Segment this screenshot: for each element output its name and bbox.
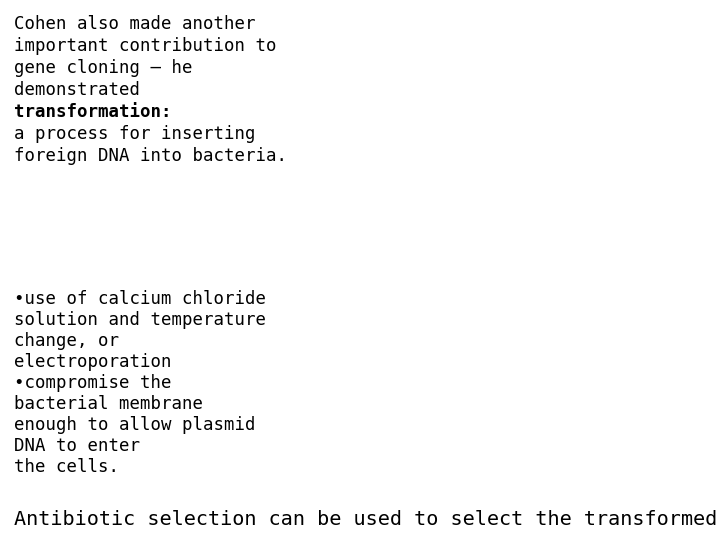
Text: demonstrated: demonstrated [14, 81, 140, 99]
Text: DNA to enter: DNA to enter [14, 437, 140, 455]
Text: Cohen also made another: Cohen also made another [14, 15, 256, 33]
Text: foreign DNA into bacteria.: foreign DNA into bacteria. [14, 147, 287, 165]
Text: solution and temperature: solution and temperature [14, 311, 266, 329]
Text: the cells.: the cells. [14, 458, 119, 476]
Text: important contribution to: important contribution to [14, 37, 276, 55]
Text: •use of calcium chloride: •use of calcium chloride [14, 290, 266, 308]
Text: bacterial membrane: bacterial membrane [14, 395, 203, 413]
Text: a process for inserting: a process for inserting [14, 125, 256, 143]
Text: •compromise the: •compromise the [14, 374, 171, 392]
Text: transformation:: transformation: [14, 103, 171, 121]
Text: change, or: change, or [14, 332, 119, 350]
Text: electroporation: electroporation [14, 353, 171, 371]
Text: gene cloning – he: gene cloning – he [14, 59, 192, 77]
Text: Antibiotic selection can be used to select the transformed gene.: Antibiotic selection can be used to sele… [14, 510, 720, 529]
Bar [248, 0, 720, 494]
Text: enough to allow plasmid: enough to allow plasmid [14, 416, 256, 434]
